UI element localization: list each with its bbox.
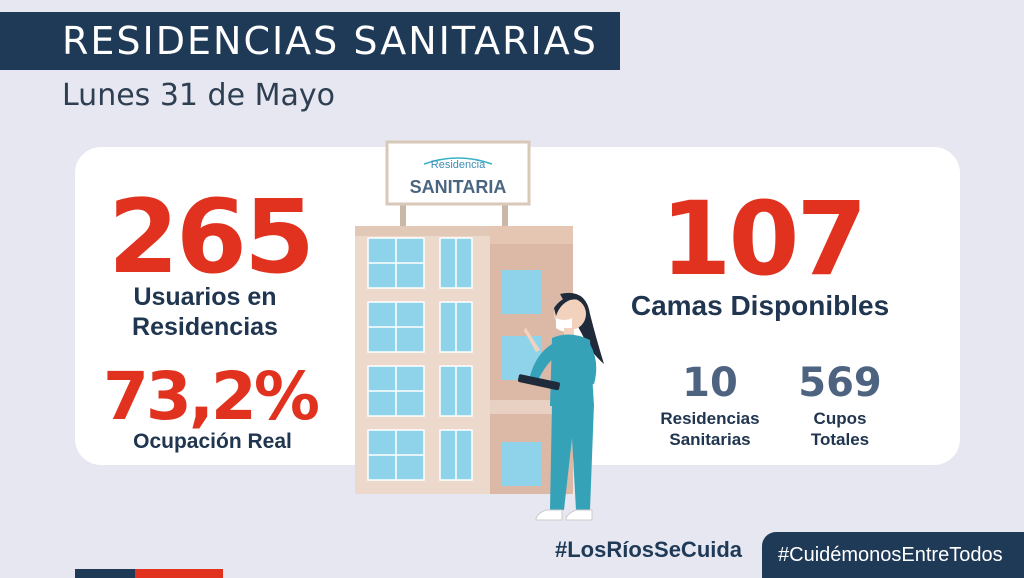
nurse-figure xyxy=(517,292,604,521)
side-windows xyxy=(502,270,542,486)
residences-label-line2: Sanitarias xyxy=(669,430,751,449)
users-count: 265 xyxy=(108,178,315,297)
page-title: RESIDENCIAS SANITARIAS xyxy=(0,12,620,70)
date-subtitle: Lunes 31 de Mayo xyxy=(62,78,335,113)
sign-text-residencia: Residencia xyxy=(431,159,486,171)
brand-stripe-red xyxy=(135,569,223,578)
hashtag-los-rios: #LosRíosSeCuida xyxy=(555,537,743,562)
residences-label: Residencias Sanitarias xyxy=(650,408,770,450)
beds-count: 107 xyxy=(660,180,868,299)
users-label: Usuarios en Residencias xyxy=(100,282,310,342)
residences-label-line1: Residencias xyxy=(660,409,760,428)
building-roof xyxy=(355,226,490,236)
slots-label: Cupos Totales xyxy=(780,408,900,450)
sign-arc xyxy=(423,157,493,165)
hashtag-cuidemonos: #CuidémonosEntreTodos xyxy=(762,532,1024,578)
brand-stripe-blue xyxy=(75,569,135,578)
building-side-top xyxy=(485,226,573,244)
sign-post-right xyxy=(502,198,508,228)
users-label-line2: Residencias xyxy=(132,313,278,341)
occupancy-label: Ocupación Real xyxy=(133,430,292,453)
building-with-nurse-illustration: Residencia SANITARIA xyxy=(355,140,604,521)
sign-board xyxy=(385,140,531,206)
beds-label: Camas Disponibles xyxy=(630,290,890,321)
users-label-line1: Usuarios en xyxy=(133,283,277,311)
occupancy-value: 73,2% xyxy=(103,358,320,435)
window-mullions xyxy=(368,238,457,480)
slots-label-line2: Totales xyxy=(810,430,870,449)
residences-count: 10 xyxy=(682,360,738,406)
slots-count: 569 xyxy=(798,360,882,406)
sign-post-left xyxy=(400,198,406,228)
sign-text-sanitaria: SANITARIA xyxy=(410,177,507,197)
slots-label-line1: Cupos xyxy=(813,409,867,428)
